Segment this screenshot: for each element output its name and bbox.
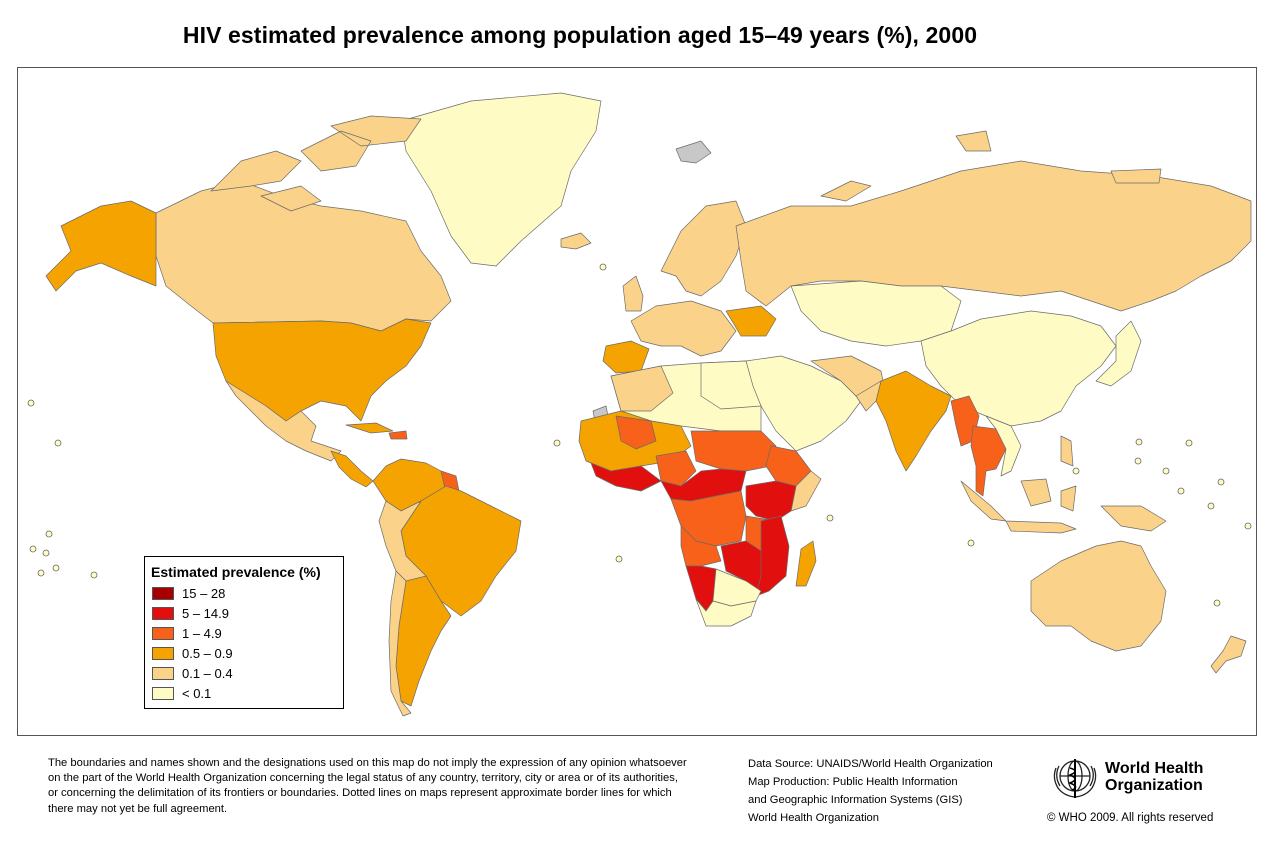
- legend-label: 1 – 4.9: [182, 625, 222, 641]
- region-western-europe: [630, 300, 737, 357]
- disclaimer-text: The boundaries and names shown and the d…: [48, 756, 728, 817]
- region-haiti: [388, 430, 408, 440]
- who-name: World Health Organization: [1105, 760, 1203, 794]
- who-name-line: World Health: [1105, 760, 1204, 777]
- legend-label: 0.1 – 0.4: [182, 665, 233, 681]
- legend-swatch: [152, 626, 174, 640]
- region-chile: [388, 570, 412, 717]
- disclaimer-line: The boundaries and names shown and the d…: [48, 757, 687, 769]
- legend-item: < 0.1: [152, 685, 211, 701]
- legend-item: 0.1 – 0.4: [152, 665, 233, 681]
- map-title: HIV estimated prevalence among populatio…: [182, 22, 978, 48]
- legend-item: 1 – 4.9: [152, 625, 222, 641]
- disclaimer-line: there may not yet be full agreement.: [48, 802, 228, 815]
- region-svalbard: [675, 140, 712, 164]
- region-east-africa: [745, 480, 797, 522]
- legend: Estimated prevalence (%) 15 – 28 5 – 14.…: [144, 556, 344, 709]
- who-emblem-icon: [1053, 759, 1097, 798]
- region-greenland: [400, 92, 602, 267]
- region-egypt-libya: [700, 360, 762, 410]
- legend-item: 0.5 – 0.9: [152, 645, 233, 661]
- region-madagascar: [795, 540, 817, 587]
- region-australia: [1030, 540, 1167, 652]
- region-alaska: [45, 200, 157, 292]
- region-russia: [735, 160, 1252, 312]
- region-south-africa: [695, 598, 757, 627]
- legend-swatch: [152, 666, 174, 680]
- legend-swatch: [152, 586, 174, 600]
- legend-label: 0.5 – 0.9: [182, 645, 233, 661]
- legend-label: 5 – 14.9: [182, 605, 229, 621]
- region-philippines: [1060, 435, 1074, 467]
- credit-line: Data Source: UNAIDS/World Health Organiz…: [748, 758, 993, 770]
- legend-item: 5 – 14.9: [152, 605, 229, 621]
- credit-line: and Geographic Information Systems (GIS): [748, 794, 963, 806]
- region-mexico: [225, 380, 342, 462]
- region-ukraine: [725, 305, 777, 337]
- region-india: [875, 370, 952, 472]
- credit-line: World Health Organization: [748, 812, 879, 824]
- region-cuba: [345, 422, 394, 434]
- world-map-canvas: [27, 92, 1252, 717]
- region-pakistan: [855, 380, 882, 412]
- region-indonesia: [960, 478, 1167, 534]
- region-west-coast: [590, 462, 662, 492]
- region-iberia: [602, 340, 650, 374]
- region-new-zealand: [1210, 635, 1247, 674]
- legend-title: Estimated prevalence (%): [151, 564, 321, 580]
- legend-label: 15 – 28: [182, 585, 226, 601]
- legend-swatch: [152, 646, 174, 660]
- region-central-america: [330, 450, 374, 488]
- region-morocco-algeria: [610, 365, 674, 412]
- legend-item: 15 – 28: [152, 585, 225, 601]
- region-nigeria: [655, 450, 697, 487]
- region-mozambique: [755, 515, 790, 597]
- region-japan: [1095, 320, 1142, 387]
- region-russia-islands: [820, 130, 1162, 202]
- legend-swatch: [152, 606, 174, 620]
- region-iceland: [560, 232, 592, 250]
- who-name-line: Organization: [1105, 777, 1203, 794]
- region-uk: [622, 275, 644, 312]
- region-chad-sudan: [690, 430, 777, 472]
- legend-swatch: [152, 686, 174, 700]
- disclaimer-line: on the part of the World Health Organiza…: [48, 772, 678, 785]
- region-vietnam-laos: [985, 415, 1022, 477]
- region-angola: [680, 525, 722, 567]
- credit-line: Map Production: Public Health Informatio…: [748, 776, 958, 788]
- region-canada-islands: [210, 115, 422, 212]
- region-mali-niger: [615, 415, 657, 450]
- region-scandinavia: [660, 200, 747, 297]
- disclaimer-line: or concerning the delimitation of its fr…: [48, 787, 672, 800]
- copyright: © WHO 2009. All rights reserved: [1047, 812, 1214, 824]
- legend-label: < 0.1: [182, 685, 212, 701]
- data-credits: Data Source: UNAIDS/World Health Organiz…: [748, 755, 993, 827]
